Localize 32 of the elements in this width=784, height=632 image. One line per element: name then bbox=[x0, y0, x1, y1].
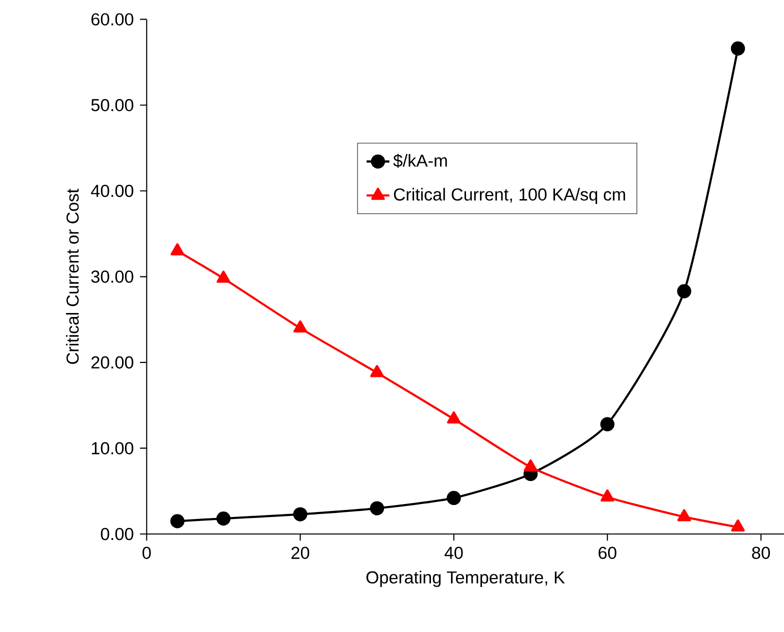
x-tick-label: 0 bbox=[142, 546, 151, 559]
legend-label: Critical Current, 100 KA/sq cm bbox=[394, 188, 626, 204]
x-tick-label: 60 bbox=[598, 546, 616, 559]
x-tick-label: 80 bbox=[752, 546, 770, 559]
point bbox=[524, 459, 538, 472]
point bbox=[677, 509, 692, 522]
y-tick-label: 60.00 bbox=[91, 13, 134, 26]
y-tick-label: 40.00 bbox=[90, 184, 134, 198]
point bbox=[600, 417, 614, 432]
y-tick-label: 50.00 bbox=[91, 98, 134, 112]
point bbox=[293, 507, 308, 522]
y-axis-title: Critical Current or Cost bbox=[66, 188, 79, 364]
point bbox=[293, 320, 308, 333]
y-tick-label: 0.00 bbox=[100, 528, 134, 540]
point bbox=[731, 519, 745, 532]
x-tick-label: 40 bbox=[444, 546, 463, 559]
y-tick-label: 10.00 bbox=[92, 442, 134, 454]
y-tick-label: 30.00 bbox=[91, 270, 134, 283]
point bbox=[216, 270, 230, 283]
point bbox=[600, 489, 614, 502]
point bbox=[446, 411, 461, 424]
x-axis-title: Operating Temperature, K bbox=[366, 570, 565, 587]
legend-label: $/kA-m bbox=[393, 154, 447, 168]
y-tick-label: 20.00 bbox=[91, 356, 134, 369]
point bbox=[170, 514, 184, 528]
point bbox=[370, 365, 384, 378]
x-tick-label: 20 bbox=[291, 546, 310, 559]
point bbox=[216, 511, 231, 526]
point bbox=[446, 490, 461, 506]
point bbox=[370, 501, 384, 516]
point bbox=[677, 284, 692, 298]
point bbox=[170, 243, 184, 256]
